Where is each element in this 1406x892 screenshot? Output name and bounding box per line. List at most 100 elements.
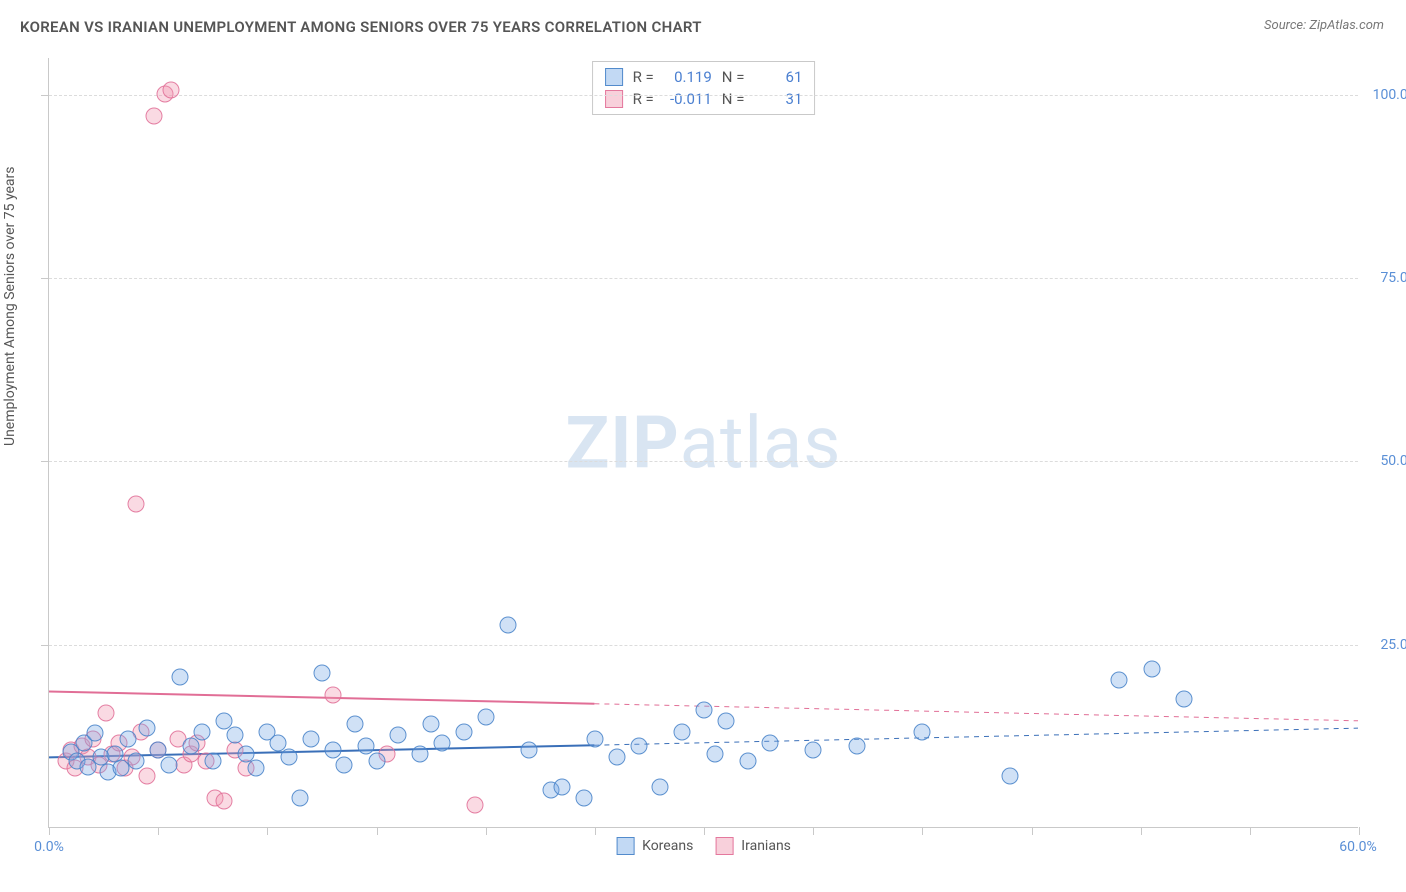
scatter-point-korean — [237, 745, 254, 762]
r-label: R = — [633, 66, 654, 88]
scatter-point-korean — [575, 789, 592, 806]
scatter-point-korean — [150, 742, 167, 759]
x-tick — [158, 827, 159, 835]
scatter-point-korean — [139, 720, 156, 737]
scatter-point-korean — [335, 756, 352, 773]
scatter-point-iranian — [226, 742, 243, 759]
pink-n-value: 31 — [754, 88, 802, 110]
r-label: R = — [633, 88, 654, 110]
y-axis-label: 25.0% — [1363, 637, 1406, 653]
scatter-point-korean — [455, 723, 472, 740]
gridline-h — [49, 278, 1358, 279]
scatter-point-iranian — [324, 687, 341, 704]
scatter-point-korean — [543, 782, 560, 799]
blue-r-value: 0.119 — [664, 66, 712, 88]
swatch-blue-icon — [616, 837, 634, 855]
plot-area: ZIPatlas R = 0.119 N = 61 R = -0.011 N =… — [48, 58, 1358, 828]
scatter-point-korean — [303, 731, 320, 748]
x-tick — [49, 827, 50, 835]
scatter-point-korean — [161, 756, 178, 773]
scatter-point-iranian — [189, 734, 206, 751]
trend-lines — [49, 58, 1358, 827]
legend-label-iranians: Iranians — [741, 838, 791, 854]
y-axis-label: 50.0% — [1363, 453, 1406, 469]
pink-r-value: -0.011 — [664, 88, 712, 110]
scatter-point-iranian — [132, 723, 149, 740]
x-tick — [1359, 827, 1360, 835]
scatter-point-korean — [93, 749, 110, 766]
scatter-point-iranian — [206, 789, 223, 806]
scatter-point-iranian — [198, 753, 215, 770]
scatter-point-korean — [128, 753, 145, 770]
scatter-point-korean — [390, 727, 407, 744]
scatter-point-iranian — [73, 738, 90, 755]
swatch-pink-icon — [605, 90, 623, 108]
y-axis-label: 100.0% — [1363, 87, 1406, 103]
x-axis-max-label: 60.0% — [1339, 839, 1377, 855]
scatter-point-korean — [914, 723, 931, 740]
legend-item-iranians: Iranians — [715, 837, 791, 855]
scatter-point-korean — [106, 745, 123, 762]
scatter-point-korean — [412, 745, 429, 762]
x-tick — [377, 827, 378, 835]
blue-n-value: 61 — [754, 66, 802, 88]
scatter-point-iranian — [91, 756, 108, 773]
gridline-h — [49, 645, 1358, 646]
x-tick — [704, 827, 705, 835]
x-tick — [486, 827, 487, 835]
scatter-point-korean — [554, 778, 571, 795]
scatter-point-korean — [652, 778, 669, 795]
swatch-pink-icon — [715, 837, 733, 855]
scatter-point-korean — [204, 753, 221, 770]
scatter-point-korean — [346, 716, 363, 733]
scatter-point-iranian — [97, 705, 114, 722]
gridline-h — [49, 95, 1358, 96]
scatter-point-korean — [477, 709, 494, 726]
scatter-point-iranian — [128, 496, 145, 513]
stats-row-blue: R = 0.119 N = 61 — [605, 66, 803, 88]
scatter-point-korean — [1176, 690, 1193, 707]
watermark-zip: ZIP — [566, 400, 680, 485]
scatter-point-korean — [80, 758, 97, 775]
scatter-point-korean — [739, 753, 756, 770]
x-tick — [813, 827, 814, 835]
scatter-point-korean — [113, 760, 130, 777]
scatter-point-korean — [805, 742, 822, 759]
scatter-point-iranian — [379, 745, 396, 762]
scatter-point-iranian — [58, 753, 75, 770]
scatter-point-korean — [499, 617, 516, 634]
scatter-point-korean — [717, 712, 734, 729]
gridline-h — [49, 461, 1358, 462]
scatter-point-korean — [608, 749, 625, 766]
scatter-point-iranian — [150, 742, 167, 759]
scatter-point-iranian — [182, 745, 199, 762]
scatter-point-korean — [226, 727, 243, 744]
scatter-point-korean — [270, 734, 287, 751]
watermark-atlas: atlas — [680, 400, 842, 485]
scatter-point-iranian — [84, 731, 101, 748]
scatter-point-korean — [215, 712, 232, 729]
scatter-point-korean — [368, 753, 385, 770]
scatter-point-korean — [99, 764, 116, 781]
scatter-point-iranian — [176, 756, 193, 773]
x-tick — [1032, 827, 1033, 835]
scatter-point-korean — [182, 738, 199, 755]
scatter-point-korean — [172, 668, 189, 685]
source-attribution: Source: ZipAtlas.com — [1264, 18, 1384, 33]
scatter-point-korean — [75, 734, 92, 751]
scatter-point-korean — [423, 716, 440, 733]
scatter-point-iranian — [67, 760, 84, 777]
scatter-point-korean — [86, 725, 103, 742]
scatter-point-korean — [1110, 672, 1127, 689]
stats-row-pink: R = -0.011 N = 31 — [605, 88, 803, 110]
scatter-point-korean — [696, 701, 713, 718]
y-tick — [41, 95, 49, 96]
scatter-point-korean — [313, 665, 330, 682]
x-tick — [922, 827, 923, 835]
scatter-point-iranian — [123, 749, 140, 766]
legend-item-koreans: Koreans — [616, 837, 693, 855]
scatter-point-korean — [586, 731, 603, 748]
chart-title: KOREAN VS IRANIAN UNEMPLOYMENT AMONG SEN… — [20, 18, 702, 36]
scatter-point-korean — [62, 744, 79, 761]
scatter-point-iranian — [80, 749, 97, 766]
